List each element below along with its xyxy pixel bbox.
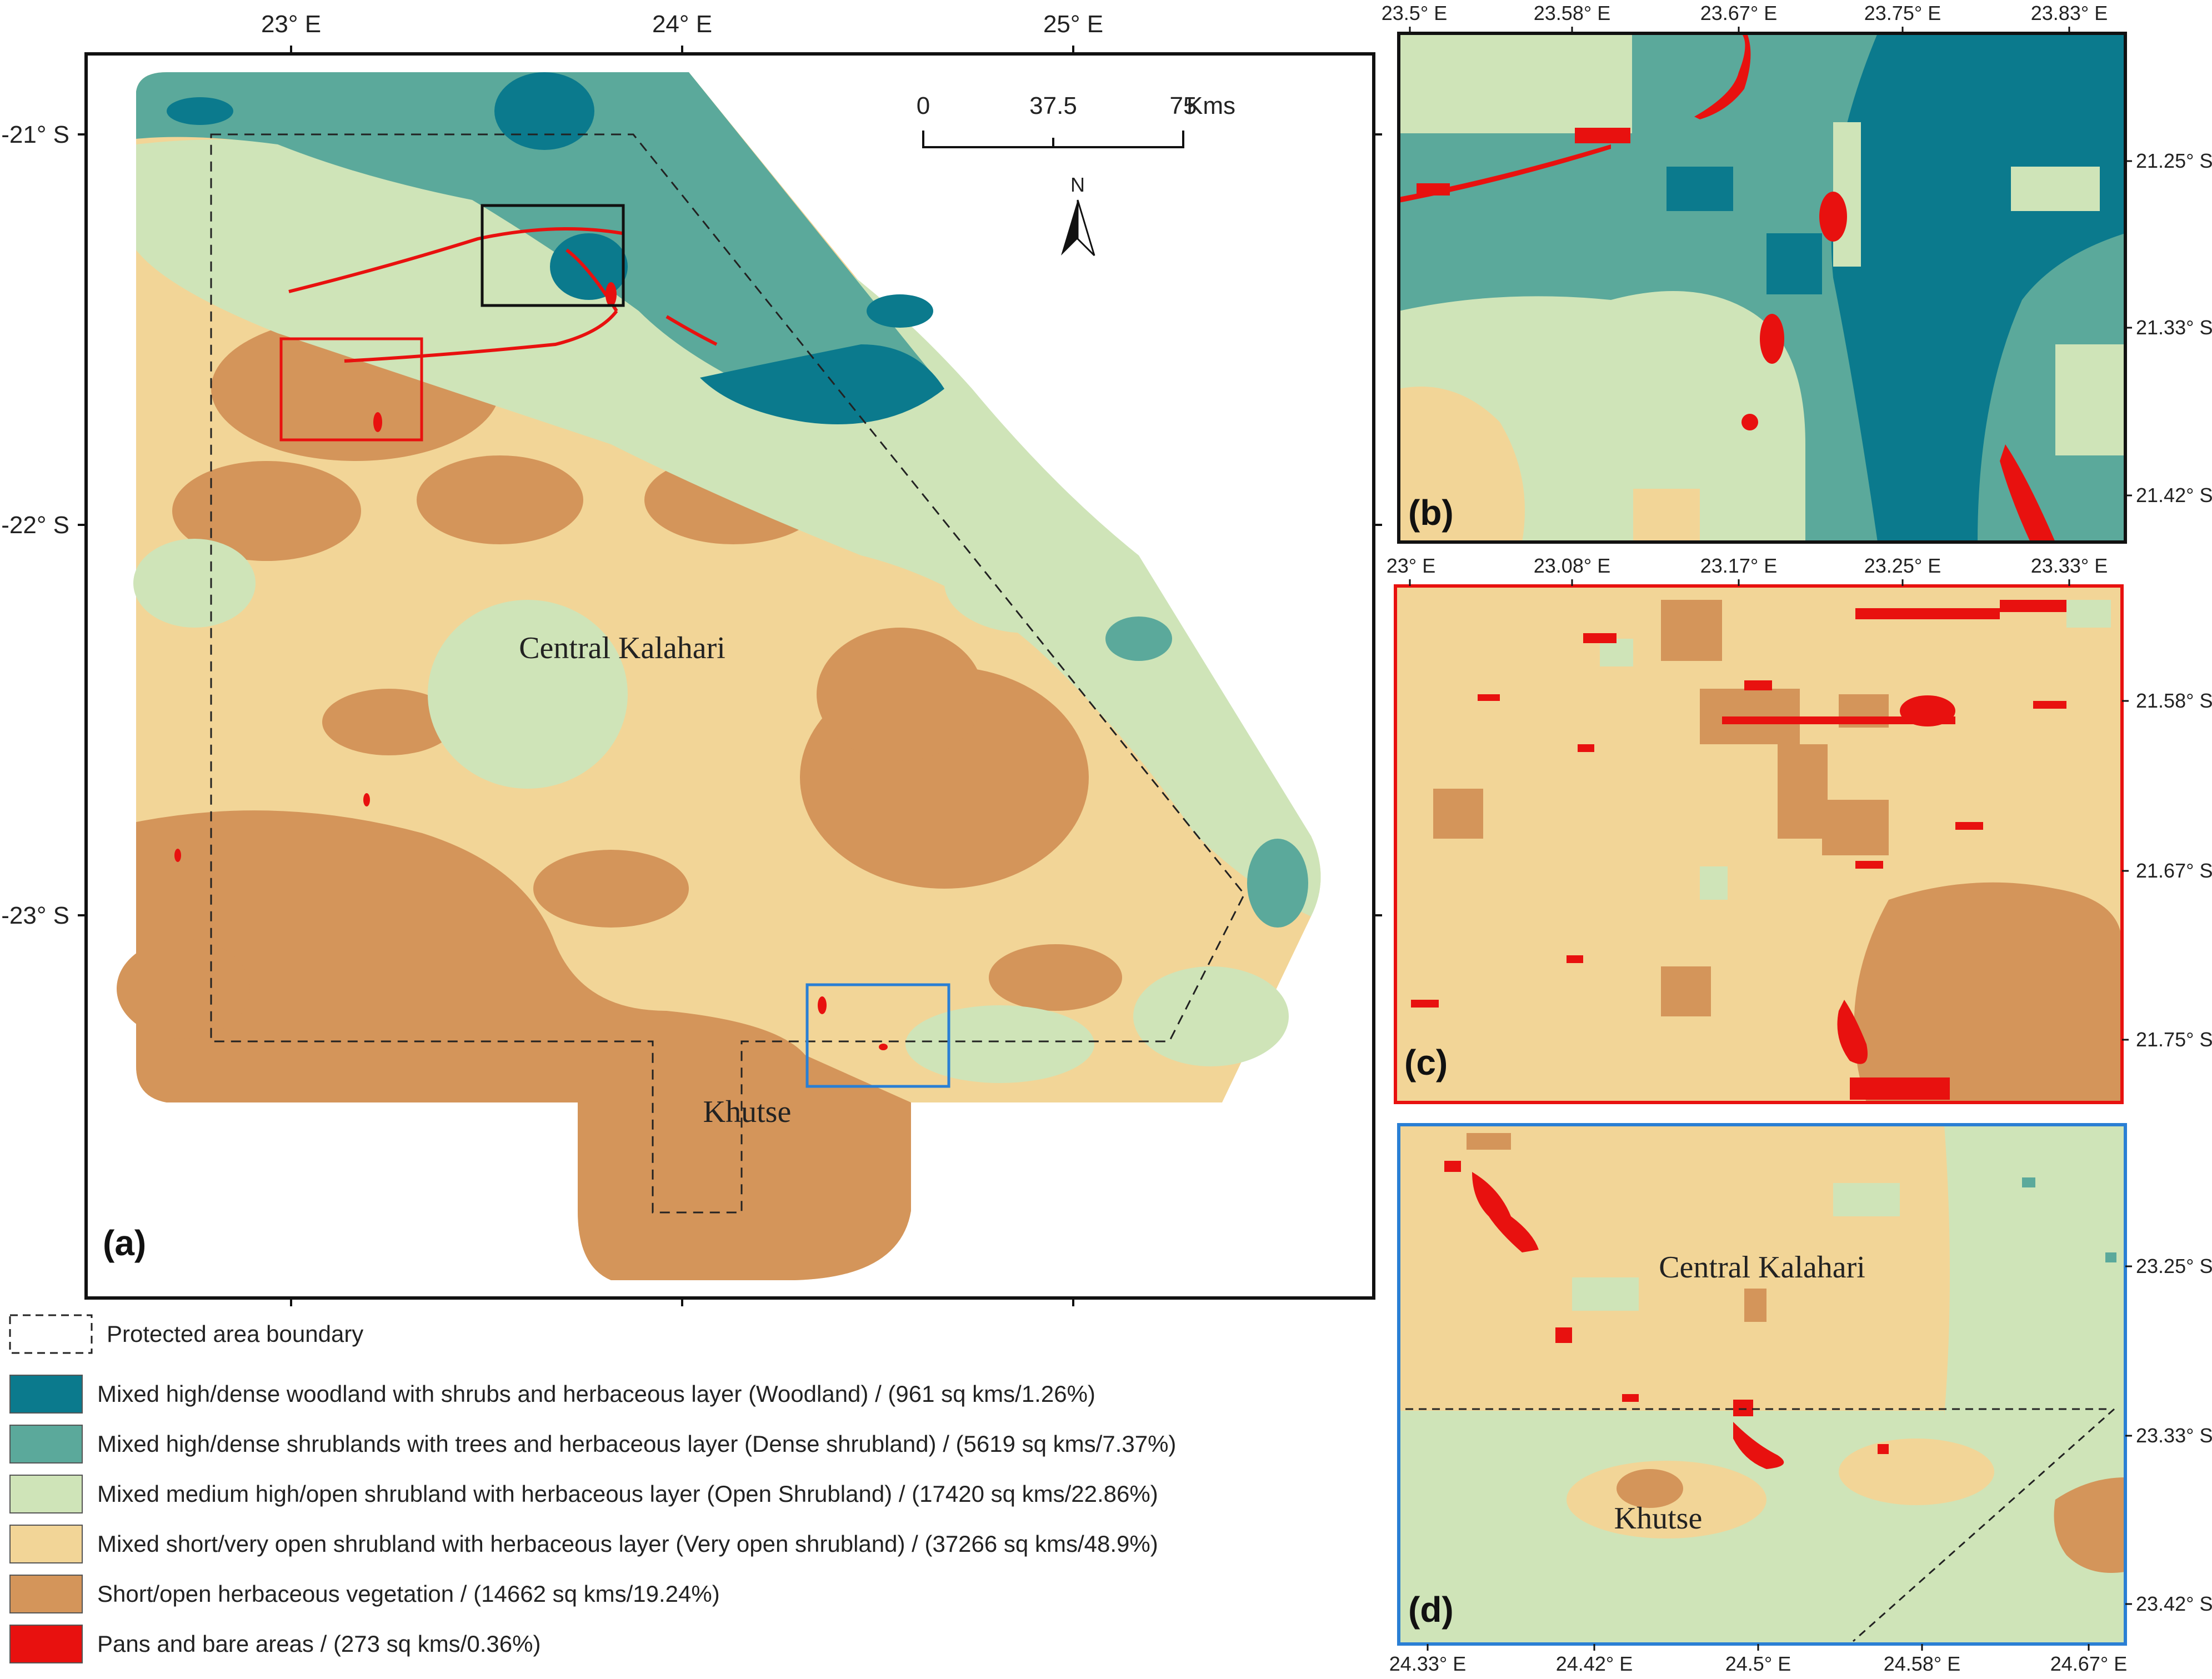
legend-swatch-dense-shrubland [9,1425,83,1464]
protected-area-boundary [210,133,1245,1214]
panel-d-rtick-1: 23.33° S [2136,1424,2212,1447]
legend: Protected area boundary Mixed high/dense… [9,1314,1176,1663]
inset-b-box [481,204,625,307]
dense-shrubland-patches [136,72,1308,928]
panel-d-place-khutse: Khutse [1614,1501,1703,1536]
legend-label-woodland: Mixed high/dense woodland with shrubs an… [97,1381,1095,1407]
panel-b-tick-1: 23.58° E [1534,2,1611,24]
scale-label-mid: 37.5 [1029,92,1077,119]
legend-label-open-shrubland: Mixed medium high/open shrubland with he… [97,1481,1158,1507]
panel-c-label: (c) [1404,1043,1448,1082]
panel-b-rtick-0: 21.25° S [2136,149,2212,172]
panel-c-herbaceous [1433,600,2122,1102]
panel-c: 23° E 23.08° E 23.17° E 23.25° E 23.33° … [1387,554,2212,1104]
panel-d-tick-0: 24.33° E [1389,1652,1467,1675]
panel-d: Central Kalahari Khutse 24.33° E 24.42° … [1389,1123,2212,1675]
panel-b-tick-4: 23.83° E [2031,2,2108,24]
panel-c-tick-0: 23° E [1387,554,1435,577]
scale-bar: 0 37.5 75 Kms [917,92,1235,148]
panel-b-very-open [1399,387,1700,542]
panel-c-pans [1411,600,2066,1100]
panel-d-ticks [1427,1265,2132,1651]
scale-label-0: 0 [917,92,930,119]
panel-a-top-ticks [78,46,1382,1306]
scale-unit: Kms [1187,92,1235,119]
panel-c-tick-1: 23.08° E [1534,554,1611,577]
woodland-patches [167,72,944,424]
legend-label-very-open-shrubland: Mixed short/very open shrubland with her… [97,1531,1158,1557]
place-khutse: Khutse [703,1095,792,1129]
inset-c-box [279,337,423,442]
tick-22S: -22° S [1,512,69,539]
legend-boundary-label: Protected area boundary [107,1321,363,1347]
panel-c-rtick-2: 21.75° S [2136,1028,2212,1051]
panel-d-pans [1444,1161,1889,1469]
panel-c-tick-2: 23.17° E [1700,554,1778,577]
panel-b-pans [1399,33,2055,542]
panel-d-herbaceous [1467,1133,2125,1573]
panel-d-boundary-diagonal [1853,1408,2115,1642]
legend-label-herbaceous: Short/open herbaceous vegetation / (1466… [97,1581,720,1607]
legend-swatch-pans [9,1625,83,1663]
legend-boundary-swatch [9,1314,93,1354]
north-arrow-icon: N [1061,173,1095,257]
legend-swatch-woodland [9,1375,83,1414]
panel-c-tick-3: 23.25° E [1864,554,1941,577]
panel-c-rtick-1: 21.67° S [2136,859,2212,882]
panel-d-dense-shrub [2022,1177,2116,1262]
panel-d-label: (d) [1408,1590,1454,1630]
legend-label-dense-shrubland: Mixed high/dense shrublands with trees a… [97,1431,1176,1457]
inset-d-box [805,983,950,1088]
panel-b-frame [1397,32,2127,544]
north-label: N [1070,173,1085,196]
panel-b-rtick-2: 21.42° S [2136,484,2212,507]
place-central-kalahari: Central Kalahari [519,631,725,665]
panel-d-rtick-2: 23.42° S [2136,1592,2212,1615]
panel-c-open-shrub [1600,600,2111,900]
panel-d-frame [1397,1123,2127,1646]
panel-d-rtick-0: 23.25° S [2136,1255,2212,1277]
panel-b: 23.5° E 23.58° E 23.67° E 23.75° E 23.83… [1382,2,2212,544]
panel-c-frame [1394,584,2124,1104]
panel-b-label: (b) [1408,493,1454,533]
panel-d-tick-4: 24.67° E [2050,1652,2128,1675]
panel-d-tick-1: 24.42° E [1556,1652,1633,1675]
scale-label-max: 75 [1170,92,1197,119]
tick-23E: 23° E [261,11,321,38]
tick-24E: 24° E [652,11,712,38]
panel-b-tick-2: 23.67° E [1700,2,1778,24]
panel-c-tick-4: 23.33° E [2031,554,2108,577]
panel-c-ticks [1409,579,2129,1041]
pans-drainage [288,227,718,363]
legend-label-pans: Pans and bare areas / (273 sq kms/0.36%) [97,1631,541,1657]
panel-a: 23° E 24° E 25° E -21° S -22° S -23° S C… [1,11,1382,1306]
open-shrubland-patches [133,139,1321,1083]
tick-21S: -21° S [1,121,69,148]
legend-swatch-herbaceous [9,1575,83,1613]
panel-c-rtick-0: 21.58° S [2136,689,2212,712]
panel-b-ticks [1409,27,2132,497]
herbaceous-patches [117,317,1122,1280]
tick-25E: 25° E [1043,11,1103,38]
tick-23S: -23° S [1,902,69,929]
legend-swatch-very-open-shrubland [9,1525,83,1563]
panel-b-tick-0: 23.5° E [1382,2,1447,24]
panel-b-tick-3: 23.75° E [1864,2,1941,24]
legend-swatch-open-shrubland [9,1475,83,1513]
panel-d-tick-3: 24.58° E [1884,1652,1961,1675]
panel-b-rtick-1: 21.33° S [2136,316,2212,339]
panel-d-place-central-kalahari: Central Kalahari [1659,1250,1865,1285]
panel-d-tick-2: 24.5° E [1725,1652,1791,1675]
pans-spots [174,282,888,1050]
panel-a-label: (a) [103,1223,146,1263]
